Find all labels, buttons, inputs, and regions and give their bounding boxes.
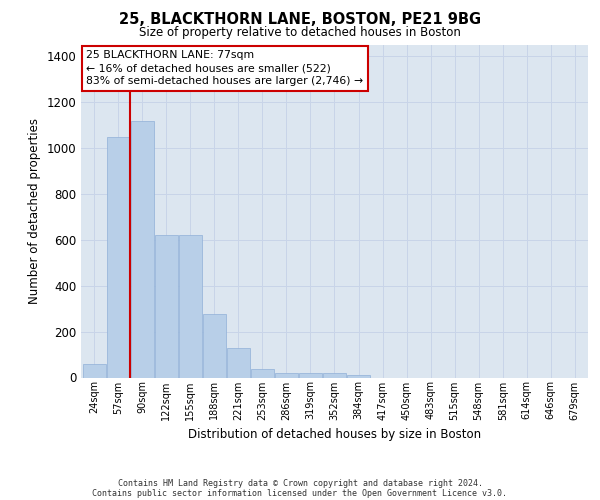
- Bar: [179, 236, 202, 378]
- Bar: [323, 373, 346, 378]
- Text: 25, BLACKTHORN LANE, BOSTON, PE21 9BG: 25, BLACKTHORN LANE, BOSTON, PE21 9BG: [119, 12, 481, 28]
- Bar: [107, 136, 130, 378]
- Bar: [347, 375, 370, 378]
- Bar: [203, 314, 226, 378]
- Bar: [83, 364, 106, 378]
- Bar: [275, 373, 298, 378]
- Text: Size of property relative to detached houses in Boston: Size of property relative to detached ho…: [139, 26, 461, 39]
- Y-axis label: Number of detached properties: Number of detached properties: [28, 118, 41, 304]
- Bar: [251, 369, 274, 378]
- X-axis label: Distribution of detached houses by size in Boston: Distribution of detached houses by size …: [188, 428, 481, 441]
- Bar: [155, 236, 178, 378]
- Text: Contains public sector information licensed under the Open Government Licence v3: Contains public sector information licen…: [92, 488, 508, 498]
- Bar: [227, 348, 250, 378]
- Bar: [299, 374, 322, 378]
- Text: Contains HM Land Registry data © Crown copyright and database right 2024.: Contains HM Land Registry data © Crown c…: [118, 478, 482, 488]
- Bar: [131, 120, 154, 378]
- Text: 25 BLACKTHORN LANE: 77sqm
← 16% of detached houses are smaller (522)
83% of semi: 25 BLACKTHORN LANE: 77sqm ← 16% of detac…: [86, 50, 363, 86]
